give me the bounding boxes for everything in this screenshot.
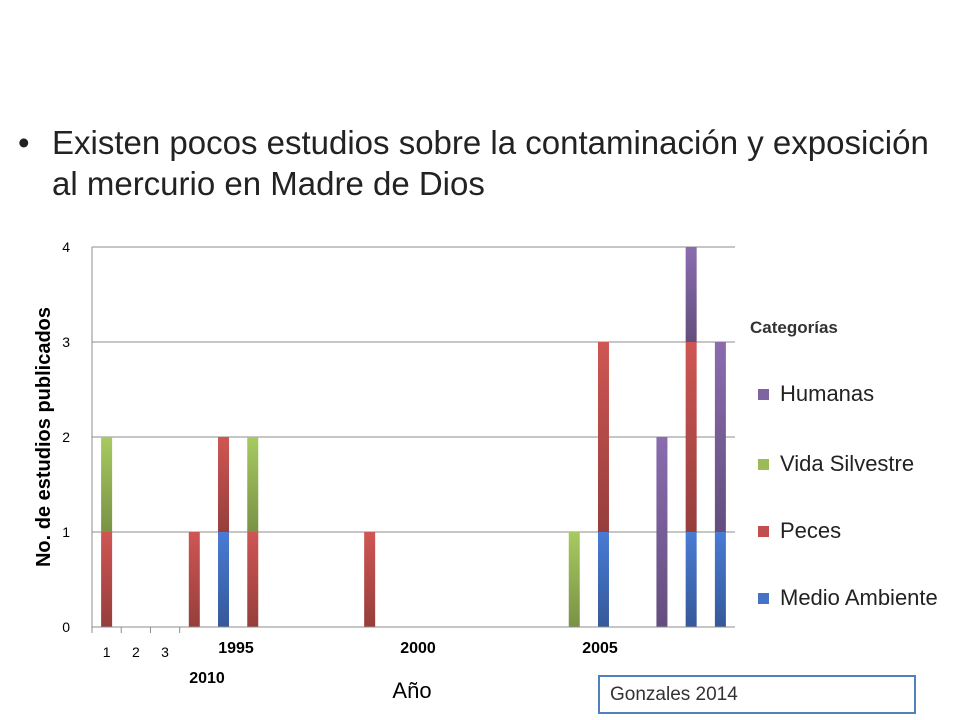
legend-title: Categorías bbox=[750, 318, 838, 337]
bar-segment-vida-silvestre bbox=[568, 532, 580, 627]
bullet-dot: • bbox=[18, 124, 30, 161]
bar-segment-vida-silvestre bbox=[247, 437, 259, 532]
gridlines bbox=[92, 246, 735, 628]
x-year-label: 2010 bbox=[189, 670, 225, 687]
x-tick-label: 2 bbox=[132, 644, 140, 660]
bar-segment-medio-ambiente bbox=[714, 532, 726, 627]
x-tick-labels: 1 2 3 1995 2000 2005 2010 bbox=[103, 640, 618, 687]
y-tick-label: 1 bbox=[62, 524, 70, 540]
y-axis-label: No. de estudios publicados bbox=[33, 307, 55, 567]
bar-segment-peces bbox=[218, 437, 230, 532]
y-tick-label: 2 bbox=[62, 429, 70, 445]
bar-segment-peces bbox=[597, 342, 609, 532]
x-tick-label: 3 bbox=[161, 644, 169, 660]
legend-swatch bbox=[758, 389, 769, 400]
bar-segment-humanas bbox=[714, 342, 726, 532]
bar-segment-medio-ambiente bbox=[218, 532, 230, 627]
legend-swatch bbox=[758, 593, 769, 604]
bar-segment-vida-silvestre bbox=[101, 437, 113, 532]
bar-segment-peces bbox=[685, 342, 697, 532]
x-axis-label: Año bbox=[392, 678, 431, 703]
y-tick-label: 3 bbox=[62, 334, 70, 350]
bullet-text: Existen pocos estudios sobre la contamin… bbox=[52, 124, 929, 202]
axes bbox=[91, 247, 735, 633]
bar-segment-medio-ambiente bbox=[685, 532, 697, 627]
legend-swatch bbox=[758, 526, 769, 537]
legend-label: Humanas bbox=[780, 381, 875, 406]
bars-group bbox=[101, 247, 726, 627]
bar-segment-peces bbox=[364, 532, 376, 627]
y-tick-labels: 0 1 2 3 4 bbox=[62, 239, 70, 635]
x-year-label: 1995 bbox=[218, 640, 254, 657]
legend-label: Vida Silvestre bbox=[780, 451, 915, 476]
source-box: Gonzales 2014 bbox=[598, 675, 916, 714]
x-tick-label: 1 bbox=[103, 644, 111, 660]
bar-segment-humanas bbox=[685, 247, 697, 342]
bar-segment-peces bbox=[188, 532, 200, 627]
x-year-label: 2000 bbox=[400, 640, 436, 657]
legend-label: Peces bbox=[780, 518, 842, 543]
bar-segment-medio-ambiente bbox=[597, 532, 609, 627]
bar-segment-humanas bbox=[656, 437, 668, 627]
y-tick-label: 0 bbox=[62, 619, 70, 635]
y-tick-label: 4 bbox=[62, 239, 70, 255]
legend-label: Medio Ambiente bbox=[780, 585, 938, 610]
legend-swatch bbox=[758, 459, 769, 470]
bar-segment-peces bbox=[101, 532, 113, 627]
x-year-label: 2005 bbox=[582, 640, 618, 657]
bar-segment-peces bbox=[247, 532, 259, 627]
